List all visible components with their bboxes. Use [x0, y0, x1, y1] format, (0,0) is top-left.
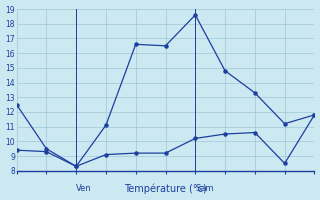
Text: Sam: Sam [195, 184, 214, 193]
X-axis label: Température (°c): Température (°c) [124, 184, 207, 194]
Text: Ven: Ven [76, 184, 92, 193]
